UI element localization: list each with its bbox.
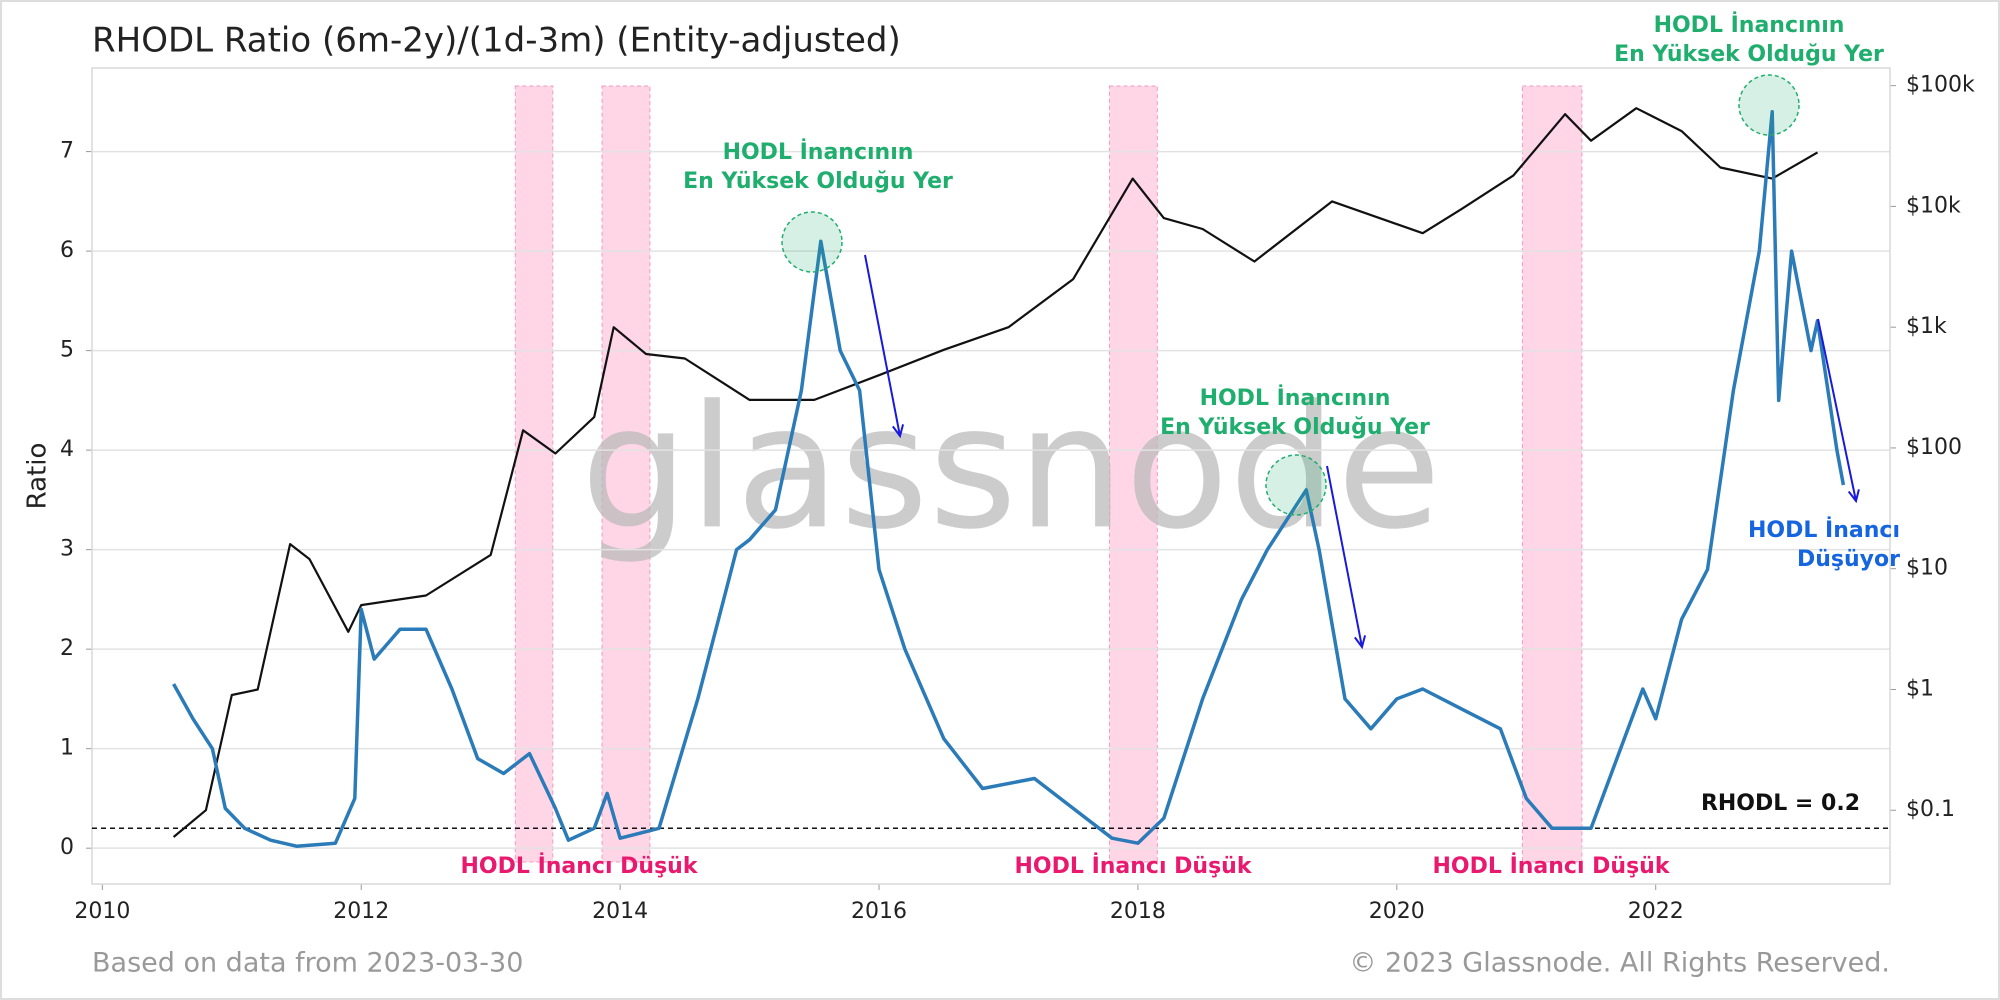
x-tick-label: 2016	[851, 899, 907, 924]
x-tick-label: 2020	[1369, 899, 1425, 924]
highlight-band	[1521, 85, 1583, 863]
arrow-head	[1847, 489, 1860, 504]
annotation: Düşüyor	[1797, 547, 1900, 572]
x-tick-label: 2022	[1628, 899, 1684, 924]
y-tick-label: 6	[60, 238, 74, 263]
footer-right: © 2023 Glassnode. All Rights Reserved.	[1349, 948, 1890, 979]
y2-tick-label: $0.1	[1906, 797, 1955, 822]
annotation: HODL İnancının	[1654, 12, 1845, 38]
y2-tick-label: $10k	[1906, 193, 1961, 218]
highlight-band	[514, 85, 554, 863]
y-tick-label: 4	[60, 437, 74, 462]
x-tick-label: 2012	[333, 899, 389, 924]
y2-tick-label: $100k	[1906, 73, 1975, 98]
annotation: En Yüksek Olduğu Yer	[1614, 42, 1884, 67]
annotation: HODL İnancı Düşük	[461, 853, 699, 879]
annotation: HODL İnancının	[1200, 385, 1391, 411]
x-tick-label: 2014	[592, 899, 648, 924]
annotation: HODL İnancı Düşük	[1433, 853, 1671, 879]
chart-title: RHODL Ratio (6m-2y)/(1d-3m) (Entity-adju…	[92, 21, 901, 61]
y-tick-label: 7	[60, 139, 74, 164]
x-tick-label: 2018	[1110, 899, 1166, 924]
arrow	[864, 254, 901, 437]
annotation: HODL İnancının	[723, 139, 914, 165]
arrow-head	[892, 424, 905, 439]
highlight-circle	[1738, 74, 1800, 136]
annotation: En Yüksek Olduğu Yer	[683, 169, 953, 194]
y2-tick-label: $1k	[1906, 314, 1947, 339]
footer-left: Based on data from 2023-03-30	[92, 948, 523, 979]
series-line	[172, 110, 1846, 848]
highlight-band	[601, 85, 651, 863]
y-tick-label: 2	[60, 636, 74, 661]
y-tick-label: 1	[60, 736, 74, 761]
reference-label: RHODL = 0.2	[1701, 791, 1860, 816]
y-tick-label: 5	[60, 338, 74, 363]
annotation: HODL İnancı	[1748, 517, 1900, 543]
annotation: En Yüksek Olduğu Yer	[1160, 415, 1430, 440]
y2-tick-label: $10	[1906, 556, 1948, 581]
y-tick-label: 3	[60, 537, 74, 562]
plot-frame	[91, 67, 1891, 885]
y2-tick-label: $100	[1906, 435, 1962, 460]
arrow-head	[1354, 635, 1367, 650]
y-axis-label: Ratio	[23, 443, 53, 510]
x-tick-label: 2010	[74, 899, 130, 924]
series-line	[172, 107, 1819, 838]
arrow	[1326, 465, 1363, 648]
y-tick-label: 0	[60, 835, 74, 860]
highlight-band	[1108, 85, 1158, 863]
highlight-circle	[781, 211, 843, 273]
y2-tick-label: $1	[1906, 676, 1934, 701]
annotation: HODL İnancı Düşük	[1015, 853, 1253, 879]
watermark: glassnode	[581, 369, 1442, 567]
highlight-circle	[1265, 454, 1327, 516]
arrow	[1817, 318, 1857, 502]
